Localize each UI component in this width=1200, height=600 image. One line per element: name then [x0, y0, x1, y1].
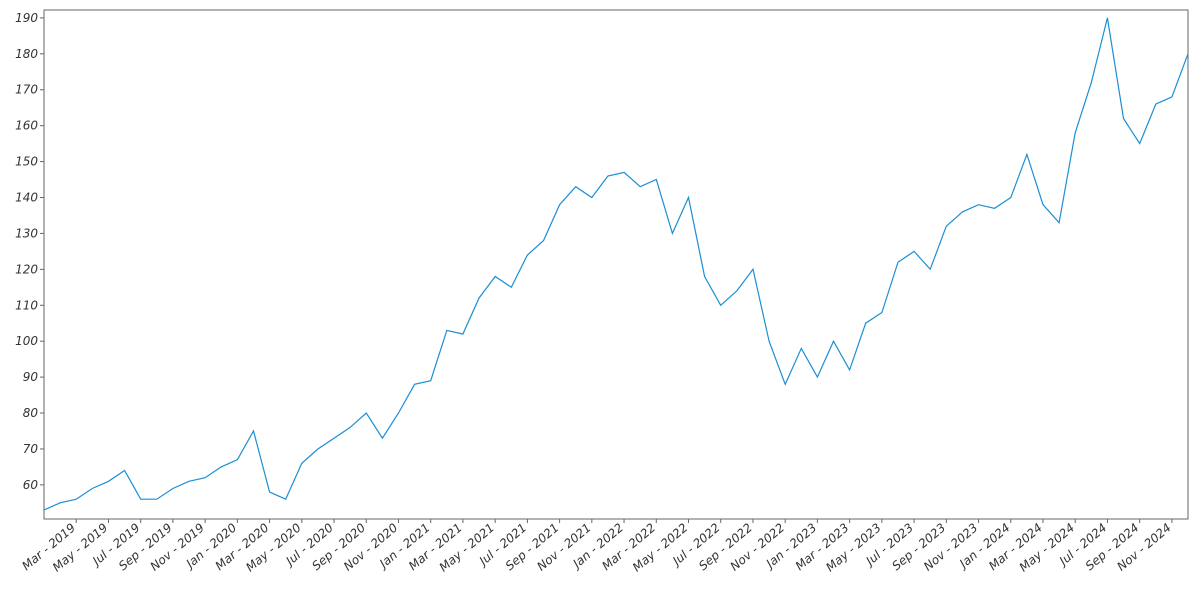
- y-tick-label: 190: [15, 11, 38, 25]
- y-tick-label: 130: [15, 226, 38, 240]
- y-tick-label: 180: [15, 47, 38, 61]
- y-tick-label: 140: [15, 191, 38, 205]
- y-tick-label: 110: [15, 298, 38, 312]
- y-tick-label: 80: [23, 406, 39, 420]
- y-tick-label: 150: [15, 155, 38, 169]
- y-tick-label: 160: [15, 119, 38, 133]
- y-tick-label: 100: [15, 334, 38, 348]
- y-tick-label: 90: [23, 370, 39, 384]
- y-tick-label: 120: [15, 262, 38, 276]
- line-series: [43, 17, 1189, 511]
- y-tick-label: 170: [15, 83, 38, 97]
- plot-frame: [43, 9, 1189, 520]
- y-tick-label: 70: [23, 442, 39, 456]
- y-tick-label: 60: [23, 478, 39, 492]
